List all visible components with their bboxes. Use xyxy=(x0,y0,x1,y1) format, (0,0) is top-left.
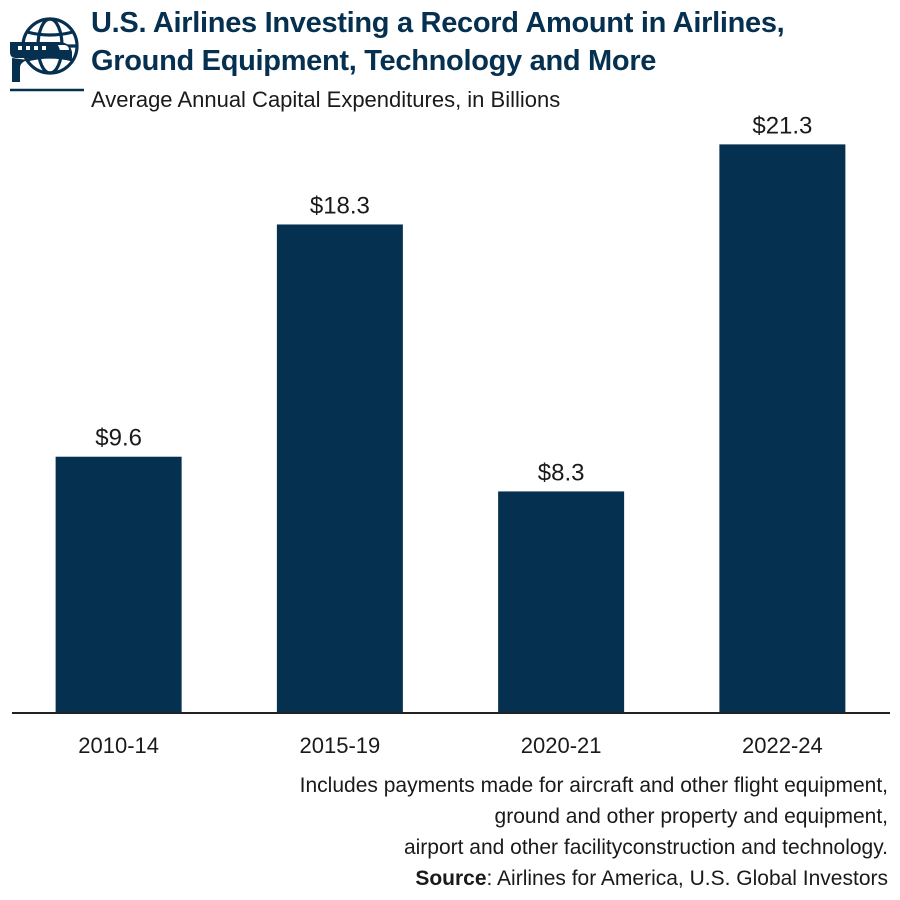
data-label-2010-14: $9.6 xyxy=(95,425,142,452)
footnote: Includes payments made for aircraft and … xyxy=(8,770,888,894)
footnote-line-2: ground and other property and equipment, xyxy=(494,805,888,828)
data-label-2015-19: $18.3 xyxy=(310,192,370,219)
airline-globe-logo-icon xyxy=(10,17,84,92)
bar-2010-14 xyxy=(55,456,182,713)
bar-2020-21 xyxy=(498,491,625,713)
source-text: : Airlines for America, U.S. Global Inve… xyxy=(486,867,888,890)
footnote-line-3: airport and other facilityconstruction a… xyxy=(403,836,888,859)
x-tick-label-2020-21: 2020-21 xyxy=(521,733,602,758)
bar-2015-19 xyxy=(276,224,403,713)
x-tick-label-2010-14: 2010-14 xyxy=(78,733,159,758)
chart-title: U.S. Airlines Investing a Record Amount … xyxy=(91,4,891,80)
chart-title-line-2: Ground Equipment, Technology and More xyxy=(91,45,657,77)
data-label-2022-24: $21.3 xyxy=(752,112,812,139)
chart-title-line-1: U.S. Airlines Investing a Record Amount … xyxy=(91,7,785,39)
data-label-2020-21: $8.3 xyxy=(538,459,585,486)
bar-2022-24 xyxy=(719,144,846,713)
x-tick-label-2022-24: 2022-24 xyxy=(742,733,823,758)
x-tick-label-2015-19: 2015-19 xyxy=(300,733,381,758)
source-line: Source: Airlines for America, U.S. Globa… xyxy=(8,863,888,894)
footnote-line-1: Includes payments made for aircraft and … xyxy=(299,774,888,797)
chart-subtitle: Average Annual Capital Expenditures, in … xyxy=(91,87,561,112)
source-label: Source xyxy=(415,867,487,890)
